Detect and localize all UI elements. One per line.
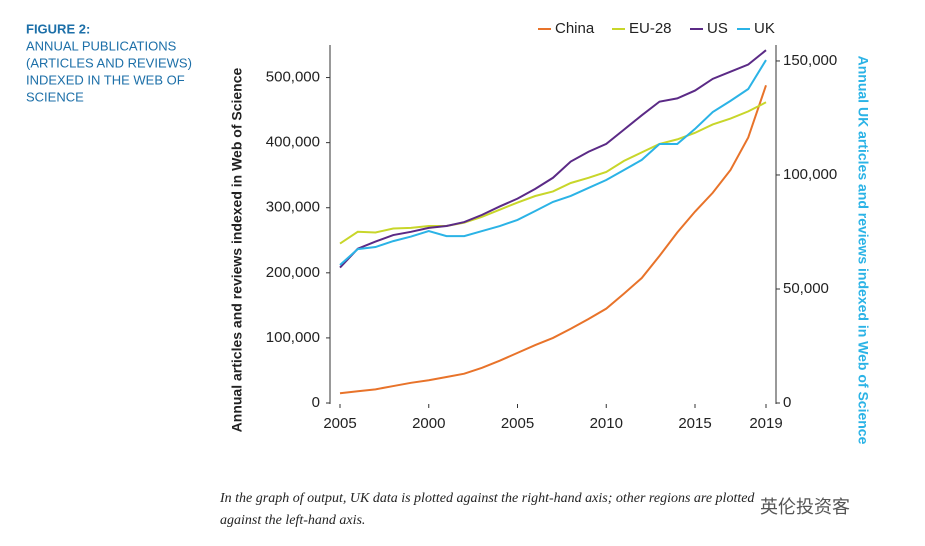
series-line bbox=[339, 59, 767, 266]
watermark: 英伦投资客 bbox=[760, 497, 850, 517]
figure-title: SCIENCE bbox=[26, 89, 84, 104]
caption: In the graph of output, UK data is plott… bbox=[219, 491, 755, 506]
series-line bbox=[339, 85, 767, 395]
y-tick-label: 300,000 bbox=[266, 199, 320, 216]
legend-label: US bbox=[707, 20, 728, 37]
x-tick-label: 2000 bbox=[412, 415, 445, 432]
y2-tick-label: 100,000 bbox=[783, 166, 837, 183]
y2-axis-label: Annual UK articles and reviews indexed i… bbox=[855, 56, 871, 445]
figure-title: (ARTICLES AND REVIEWS) bbox=[26, 55, 192, 70]
y-axis-label: Annual articles and reviews indexed in W… bbox=[229, 67, 245, 432]
y-tick-label: 100,000 bbox=[266, 329, 320, 346]
y2-tick-label: 0 bbox=[783, 394, 791, 411]
x-tick-label: 2019 bbox=[749, 415, 782, 432]
series-line bbox=[339, 101, 767, 245]
figure-title: ANNUAL PUBLICATIONS bbox=[26, 38, 177, 53]
x-tick-label: 2015 bbox=[678, 415, 711, 432]
legend-label: China bbox=[555, 20, 595, 37]
figure-label: FIGURE 2: bbox=[26, 21, 90, 36]
y-tick-label: 0 bbox=[312, 394, 320, 411]
legend-label: UK bbox=[754, 20, 775, 37]
y-tick-label: 500,000 bbox=[266, 69, 320, 86]
x-tick-label: 2005 bbox=[323, 415, 356, 432]
x-tick-label: 2005 bbox=[501, 415, 534, 432]
caption: against the left-hand axis. bbox=[220, 513, 365, 528]
y2-tick-label: 150,000 bbox=[783, 52, 837, 69]
legend-label: EU-28 bbox=[629, 20, 672, 37]
y2-tick-label: 50,000 bbox=[783, 280, 829, 297]
figure-title: INDEXED IN THE WEB OF bbox=[26, 72, 185, 87]
x-tick-label: 2010 bbox=[590, 415, 623, 432]
series-line bbox=[339, 49, 767, 269]
y-tick-label: 200,000 bbox=[266, 264, 320, 281]
y-tick-label: 400,000 bbox=[266, 134, 320, 151]
